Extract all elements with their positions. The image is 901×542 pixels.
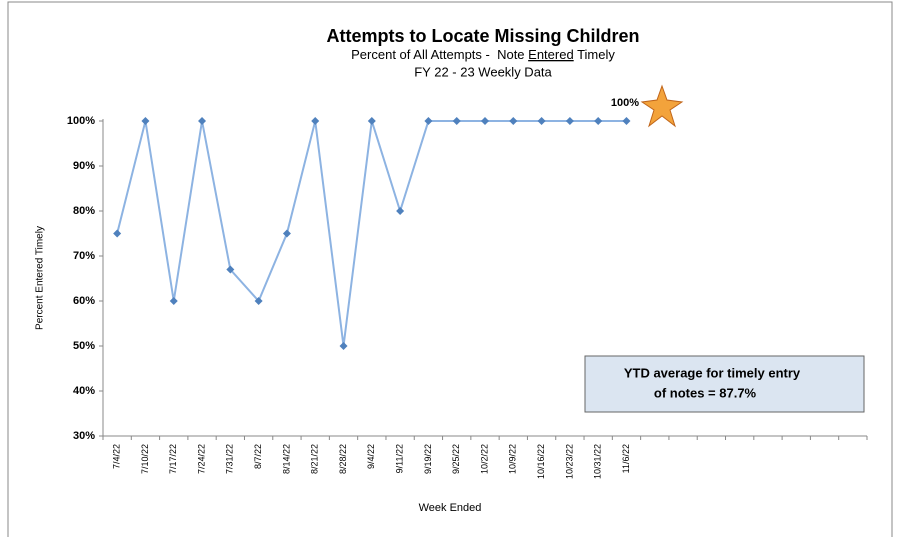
- y-tick-label: 70%: [73, 250, 95, 262]
- data-point: [509, 117, 518, 125]
- data-point: [481, 117, 489, 125]
- data-point: [254, 297, 263, 305]
- x-tick-label: 8/28/22: [338, 444, 348, 474]
- data-point: [198, 117, 207, 125]
- y-tick-label: 80%: [73, 205, 95, 217]
- subtitle-part: Percent of All Attempts - Note: [351, 47, 528, 62]
- data-point: [141, 117, 150, 125]
- data-point: [339, 342, 348, 350]
- y-axis-label: Percent Entered Timely: [35, 226, 46, 330]
- chart-title: Attempts to Locate Missing Children: [326, 26, 639, 46]
- data-point: [311, 117, 320, 125]
- note-box: [584, 355, 865, 413]
- x-tick-label: 7/17/22: [168, 444, 178, 474]
- chart-subtitle: FY 22 - 23 Weekly Data: [414, 64, 552, 79]
- note-text: YTD average for timely entry: [624, 365, 801, 380]
- x-tick-label: 9/11/22: [394, 444, 404, 473]
- annotation: 100%: [611, 97, 639, 109]
- y-tick-label: 100%: [67, 115, 95, 127]
- y-tick-label: 40%: [73, 385, 95, 397]
- x-tick-label: 8/14/22: [281, 444, 291, 474]
- x-tick-label: 7/24/22: [196, 444, 206, 474]
- x-tick-label: 7/31/22: [225, 444, 235, 474]
- x-tick-label: 10/23/22: [564, 444, 574, 479]
- y-tick-label: 30%: [73, 430, 95, 442]
- star-icon: [640, 84, 684, 128]
- y-tick-label: 50%: [73, 340, 95, 352]
- data-point: [537, 117, 546, 125]
- y-tick-label: 60%: [73, 295, 95, 307]
- data-point: [424, 117, 433, 125]
- x-tick-label: 10/9/22: [508, 444, 518, 474]
- x-tick-label: 11/6/22: [621, 444, 631, 473]
- data-point: [396, 207, 405, 215]
- data-point: [226, 265, 235, 274]
- x-tick-label: 7/4/22: [112, 444, 122, 469]
- data-point: [565, 117, 574, 125]
- data-point: [594, 117, 603, 125]
- x-tick-label: 8/21/22: [310, 444, 320, 474]
- chart-subtitle: Percent of All Attempts - Note Entered T…: [351, 47, 615, 62]
- x-tick-label: 9/4/22: [366, 444, 376, 469]
- x-tick-label: 9/19/22: [423, 444, 433, 474]
- subtitle-part: Timely: [574, 47, 616, 62]
- x-tick-label: 7/10/22: [140, 444, 150, 474]
- x-tick-label: 10/16/22: [536, 444, 546, 479]
- chart-frame: [7, 1, 893, 542]
- note-text: of notes = 87.7%: [654, 385, 757, 400]
- x-tick-label: 9/25/22: [451, 444, 461, 474]
- data-point: [169, 297, 178, 305]
- data-point: [452, 117, 461, 125]
- y-tick-label: 90%: [73, 160, 95, 172]
- x-tick-label: 8/7/22: [253, 444, 263, 469]
- data-point: [282, 229, 291, 238]
- x-tick-label: 10/31/22: [593, 444, 603, 479]
- x-axis-label: Week Ended: [419, 502, 482, 514]
- x-tick-label: 10/2/22: [479, 444, 489, 474]
- subtitle-part: Entered: [528, 47, 574, 62]
- data-point: [367, 117, 376, 125]
- data-point: [622, 117, 631, 125]
- data-point: [113, 229, 122, 238]
